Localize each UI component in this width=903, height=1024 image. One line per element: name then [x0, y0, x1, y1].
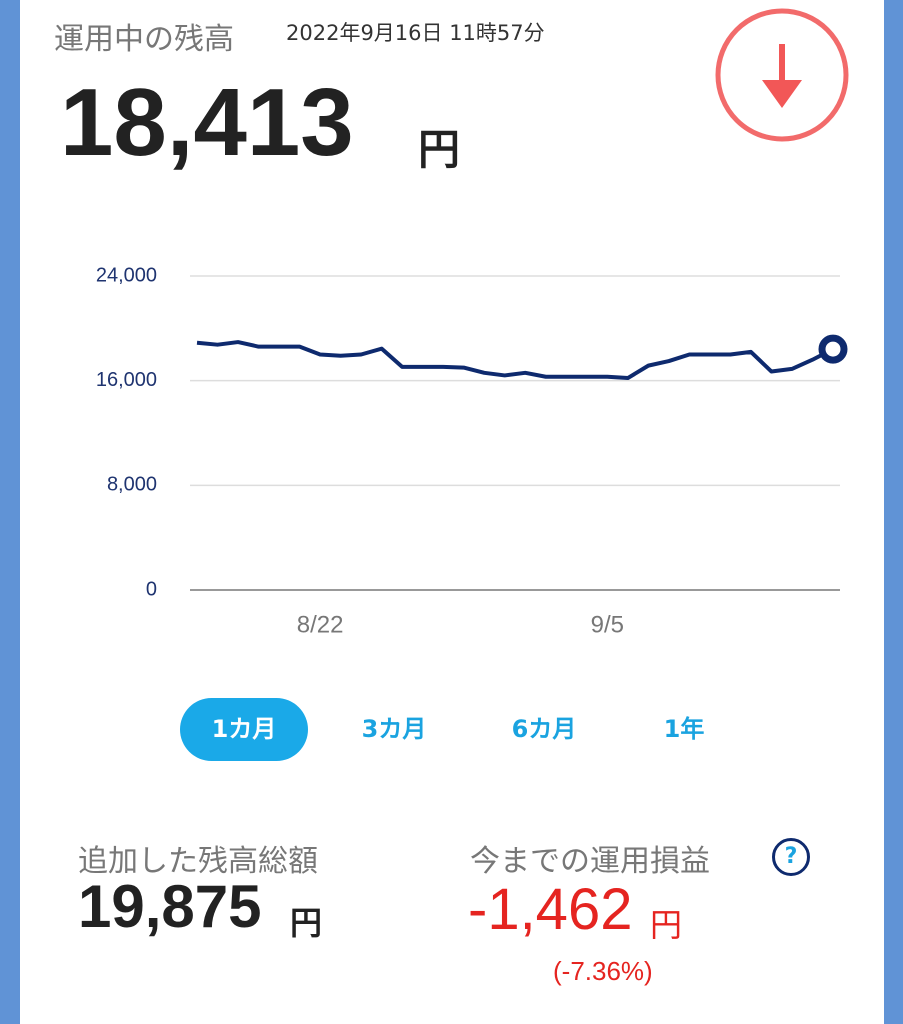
- y-tick-label: 0: [146, 578, 157, 600]
- x-tick-label: 9/5: [591, 611, 624, 638]
- line: [196, 340, 834, 381]
- period-button[interactable]: 1年: [663, 715, 705, 743]
- added-unit: 円: [290, 904, 323, 942]
- download-arrow-head: [762, 80, 802, 108]
- period-button[interactable]: 1カ月: [180, 698, 308, 761]
- balance-amount: 18,413: [60, 69, 354, 176]
- period-button[interactable]: 3カ月: [361, 715, 427, 743]
- added-label: 追加した残高総額: [78, 844, 318, 879]
- added-amount: 19,875: [78, 873, 262, 940]
- profit-unit: 円: [650, 906, 683, 944]
- y-tick-label: 16,000: [96, 369, 157, 391]
- download-button[interactable]: [715, 8, 849, 142]
- balance-title: 運用中の残高: [54, 22, 234, 57]
- help-icon[interactable]: ?: [772, 838, 810, 876]
- profit-label: 今までの運用損益: [470, 844, 710, 879]
- card: [20, 0, 884, 1024]
- x-tick-label: 8/22: [297, 611, 344, 638]
- balance-unit: 円: [418, 125, 461, 174]
- profit-amount: -1,462: [468, 877, 633, 942]
- profit-percent: (-7.36%): [553, 956, 653, 986]
- timestamp: 2022年9月16日 11時57分: [286, 21, 545, 45]
- period-button[interactable]: 6カ月: [511, 715, 577, 743]
- y-tick-label: 24,000: [96, 264, 157, 286]
- y-tick-label: 8,000: [107, 474, 157, 496]
- end-marker: [818, 334, 848, 364]
